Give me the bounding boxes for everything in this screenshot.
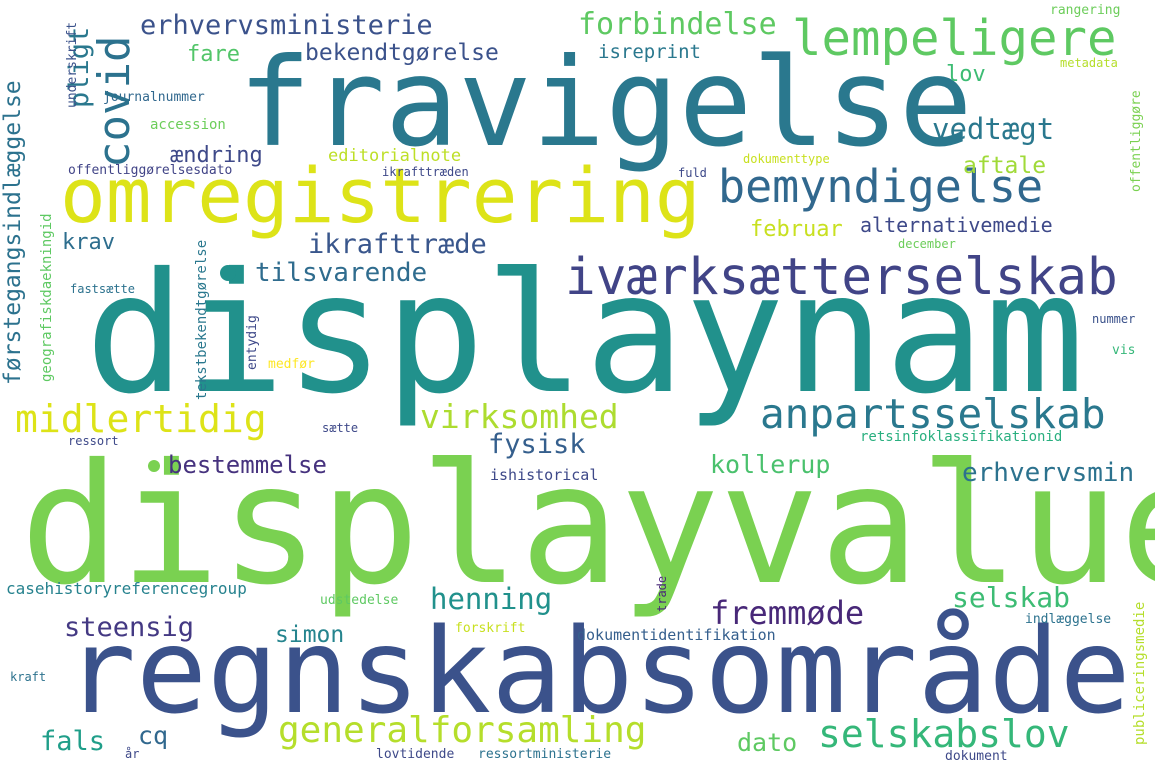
- word-geografiskdaekningid: geografiskdaekningid: [39, 213, 55, 382]
- word-lov: lov: [946, 62, 986, 87]
- word-aendring: ændring: [170, 143, 263, 168]
- word-kraft: kraft: [10, 670, 47, 684]
- word-bemyndigelse: bemyndigelse: [718, 160, 1044, 213]
- word-cq: cq: [138, 721, 169, 750]
- word-selskab: selskab: [952, 581, 1071, 614]
- word-tekstbekendtgoerelse: tekstbekendtgørelse: [194, 239, 210, 400]
- word-displayvalue: displayvalue: [20, 429, 1155, 622]
- word-dokumentidentifikation: dokumentidentifikation: [577, 626, 776, 644]
- word-fremmoede: fremmøde: [710, 594, 865, 632]
- word-foerstegangsindlaeggelse: førstegangsindlæggelse: [0, 80, 26, 385]
- word-erhvervsmin: erhvervsmin: [962, 458, 1135, 488]
- word-december: december: [898, 237, 956, 251]
- word-omregistrering: omregistrering: [60, 151, 701, 240]
- word-steensig: steensig: [64, 612, 195, 643]
- word-dato: dato: [737, 728, 798, 757]
- word-medfoer: medfør: [268, 357, 315, 372]
- word-vedtaegt: vedtægt: [932, 112, 1055, 146]
- word-midlertidig: midlertidig: [15, 397, 267, 441]
- word-alternativemedie: alternativemedie: [860, 213, 1053, 237]
- word-nummer: nummer: [1092, 312, 1136, 326]
- word-rangering: rangering: [1050, 3, 1121, 18]
- word-ressort: ressort: [68, 434, 119, 448]
- word-krav: krav: [62, 230, 115, 255]
- word-journalnummer: journalnummer: [103, 90, 205, 105]
- word-aftale: aftale: [963, 153, 1047, 179]
- word-anpartsselskab: anpartsselskab: [760, 390, 1106, 438]
- word-retsinfoklassifikationid: retsinfoklassifikationid: [860, 429, 1063, 445]
- word-bestemmelse: bestemmelse: [168, 451, 327, 479]
- word-lovtidende: lovtidende: [376, 747, 455, 762]
- word-entydig: entydig: [245, 315, 260, 370]
- word-simon: simon: [275, 622, 345, 648]
- word-erhvervsministerie: erhvervsministerie: [140, 10, 433, 41]
- word-saette: sætte: [322, 421, 359, 435]
- dot-fragment: [148, 460, 160, 472]
- word-selskabslov: selskabslov: [818, 712, 1070, 756]
- word-fysisk: fysisk: [488, 429, 586, 460]
- word-isreprint: isreprint: [598, 41, 701, 63]
- word-kollerup: kollerup: [710, 450, 831, 479]
- word-publiceringsmedie: publiceringsmedie: [1132, 601, 1148, 745]
- word-henning: henning: [430, 582, 553, 616]
- word-accession: accession: [150, 117, 226, 133]
- word-ivaerksaetterselskab: iværksætterselskab: [565, 248, 1118, 307]
- word-fare: fare: [187, 42, 240, 67]
- word-covid: covid: [89, 35, 140, 168]
- word-ikrafttraeden: ikrafttræden: [382, 165, 469, 179]
- word-metadata: metadata: [1060, 56, 1118, 70]
- word-dokumenttype: dokumenttype: [743, 152, 830, 166]
- word-ressortministerie: ressortministerie: [478, 747, 612, 762]
- dot-fragment: [220, 265, 236, 281]
- word-vis: vis: [1112, 343, 1136, 358]
- word-generalforsamling: generalforsamling: [278, 710, 647, 751]
- word-offentliggoerelsesdato: offentliggørelsesdato: [68, 163, 233, 178]
- word-fuld: fuld: [678, 166, 707, 180]
- word-dokument: dokument: [945, 749, 1008, 764]
- word-fals: fals: [40, 726, 106, 757]
- word-ikrafttraede: ikrafttræde: [308, 229, 487, 260]
- word-regnskabsomraade: regnskabsområde: [65, 602, 1131, 740]
- word-aar: år: [125, 747, 140, 761]
- word-virksomhed: virksomhed: [420, 397, 619, 436]
- word-trade: trade: [655, 575, 669, 612]
- word-offentliggoere: offentliggøre: [1129, 90, 1144, 192]
- word-ishistorical: ishistorical: [490, 466, 599, 484]
- word-displaynam: displaynam: [85, 238, 1085, 431]
- word-underskrift: underskrift: [65, 21, 80, 108]
- word-indlaeggelse: indlæggelse: [1025, 612, 1112, 627]
- word-forskrift: forskrift: [455, 621, 526, 636]
- word-tilsvarende: tilsvarende: [255, 258, 428, 288]
- word-bekendtgoerelse: bekendtgørelse: [305, 40, 499, 66]
- word-februar: februar: [750, 217, 843, 242]
- word-casehistoryreferencegroup: casehistoryreferencegroup: [6, 579, 247, 598]
- word-forbindelse: forbindelse: [578, 7, 777, 42]
- word-lempeligere: lempeligere: [792, 10, 1117, 67]
- word-fastsaette: fastsætte: [70, 282, 136, 296]
- word-editorialnote: editorialnote: [328, 146, 462, 166]
- word-fravigelse: fravigelse: [238, 32, 973, 174]
- word-udstedelse: udstedelse: [320, 593, 399, 608]
